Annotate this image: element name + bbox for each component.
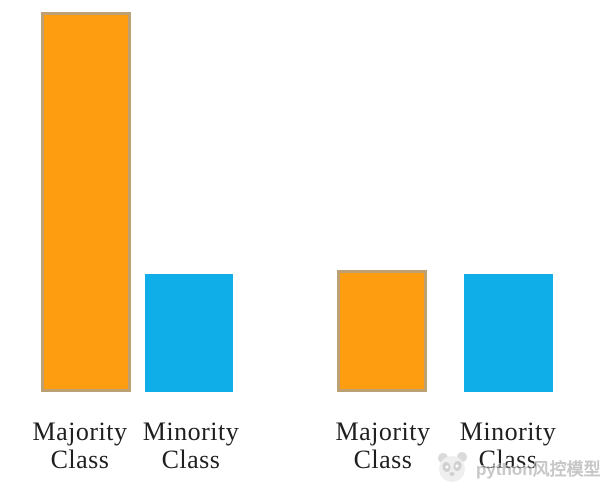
label-line: Class: [478, 445, 538, 474]
label-line: Majority: [32, 417, 128, 446]
x-axis-label-minority-left: Minority Class: [121, 418, 261, 474]
x-axis-label-minority-right: Minority Class: [438, 418, 578, 474]
bar-minority-class-imbalanced: [145, 274, 233, 392]
label-line: Class: [161, 445, 221, 474]
watermark: python风控模型: [434, 449, 600, 485]
x-axis-label-majority-left: Majority Class: [10, 418, 150, 474]
label-line: Majority: [335, 417, 431, 446]
watermark-text: python风控模型: [476, 459, 600, 479]
x-axis-label-majority-right: Majority Class: [313, 418, 453, 474]
bar-majority-class-imbalanced: [41, 12, 131, 392]
label-line: Class: [353, 445, 413, 474]
label-line: Minority: [459, 417, 557, 446]
bar-minority-class-balanced: [464, 274, 553, 392]
label-line: Minority: [142, 417, 240, 446]
label-line: Class: [50, 445, 110, 474]
panda-logo-icon: [438, 452, 467, 482]
bar-majority-class-balanced: [337, 270, 427, 392]
